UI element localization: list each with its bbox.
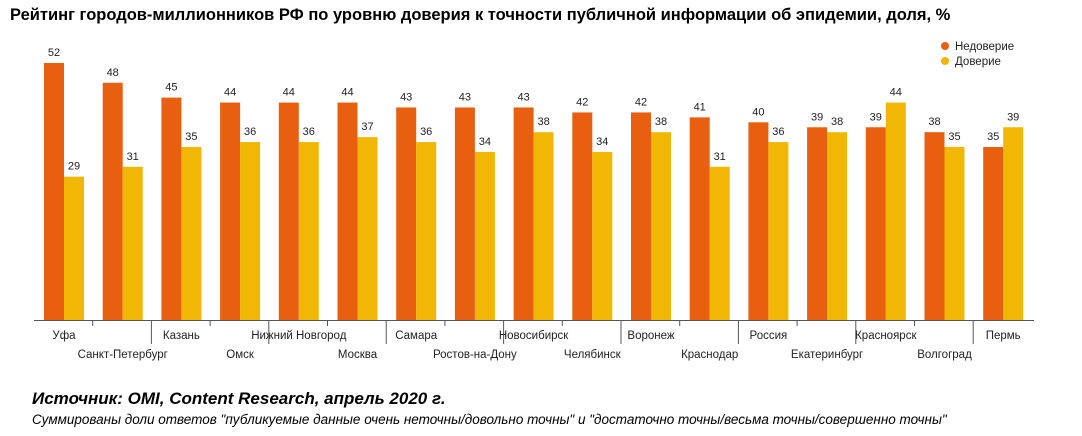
bar-distrust-3: [220, 102, 241, 321]
bar-trust-2: [181, 147, 202, 320]
bar-trust-12: [768, 142, 789, 320]
bar-distrust-13: [807, 127, 828, 320]
data-label-trust-9: 34: [596, 136, 608, 148]
data-label-distrust-8: 43: [517, 91, 529, 103]
data-label-trust-10: 38: [655, 116, 667, 128]
data-label-distrust-10: 42: [635, 96, 647, 108]
legend-label-0: Недоверие: [955, 41, 1014, 53]
data-label-trust-15: 35: [948, 131, 960, 143]
x-tick-label-2: Казань: [163, 330, 200, 342]
data-label-trust-14: 44: [890, 87, 902, 99]
bar-trust-15: [944, 147, 965, 320]
x-tick-label-13: Екатеринбург: [791, 349, 863, 361]
data-label-distrust-6: 43: [400, 91, 412, 103]
bar-chart: 52 29 48 31 45 35 44 36 44 36 44 37 43 36 43 34 43 38 42 34…: [34, 41, 1034, 361]
data-label-distrust-5: 44: [341, 87, 353, 99]
data-label-distrust-13: 39: [811, 111, 823, 123]
x-tick-label-11: Краснодар: [681, 349, 738, 361]
bar-distrust-10: [631, 112, 651, 320]
bar-distrust-0: [44, 63, 64, 320]
data-label-trust-1: 31: [127, 151, 139, 163]
bar-distrust-16: [983, 147, 1004, 320]
bar-trust-7: [474, 151, 495, 320]
data-label-distrust-2: 45: [165, 82, 177, 94]
x-tick-label-12: Россия: [750, 330, 788, 342]
data-label-distrust-0: 52: [48, 47, 60, 59]
x-tick-label-14: Красноярск: [855, 330, 917, 342]
bar-distrust-12: [748, 122, 769, 320]
bar-trust-13: [827, 132, 848, 320]
data-label-trust-16: 39: [1007, 111, 1019, 123]
bar-trust-3: [240, 142, 261, 320]
bar-trust-1: [122, 166, 143, 320]
bar-trust-8: [533, 132, 554, 320]
bar-trust-4: [298, 142, 319, 320]
data-label-distrust-1: 48: [107, 67, 119, 79]
data-label-distrust-11: 41: [694, 101, 706, 113]
data-label-distrust-14: 39: [870, 111, 882, 123]
legend-marker-0: [941, 42, 949, 50]
bar-distrust-7: [454, 107, 475, 320]
bar-trust-11: [709, 166, 730, 320]
data-label-distrust-16: 35: [987, 131, 999, 143]
bar-trust-10: [651, 132, 671, 320]
bars-group: [44, 63, 1024, 321]
data-label-trust-13: 38: [831, 116, 843, 128]
bar-distrust-15: [924, 132, 945, 320]
data-label-trust-3: 36: [244, 126, 256, 138]
x-tick-label-15: Волгоград: [917, 349, 972, 361]
bar-distrust-4: [278, 102, 299, 321]
x-tick-label-5: Москва: [338, 349, 378, 361]
data-label-distrust-4: 44: [283, 87, 295, 99]
data-label-trust-0: 29: [68, 161, 80, 173]
data-label-distrust-12: 40: [752, 106, 764, 118]
bar-distrust-8: [513, 107, 534, 320]
x-tick-label-1: Санкт-Петербург: [78, 349, 168, 361]
bar-distrust-11: [689, 117, 710, 320]
data-label-trust-11: 31: [714, 151, 726, 163]
x-tick-label-4: Нижний Новгород: [251, 330, 347, 342]
chart-title: Рейтинг городов-миллионников РФ по уровн…: [10, 6, 951, 24]
bar-trust-6: [416, 142, 437, 320]
data-label-trust-2: 35: [185, 131, 197, 143]
data-labels-group: 52 29 48 31 45 35 44 36 44 36 44 37 43 36 43 34 43 38 42 34…: [48, 47, 1019, 173]
x-tick-label-8: Новосибирск: [499, 330, 569, 342]
footnote-text: Суммированы доли ответов "публикуемые да…: [32, 412, 947, 427]
data-label-trust-8: 38: [537, 116, 549, 128]
x-tick-label-6: Самара: [395, 330, 438, 342]
data-label-distrust-3: 44: [224, 87, 236, 99]
legend: Недоверие Доверие: [941, 41, 1014, 68]
data-label-trust-5: 37: [361, 121, 373, 133]
data-label-trust-6: 36: [420, 126, 432, 138]
bar-distrust-6: [396, 107, 417, 320]
x-tick-label-9: Челябинск: [564, 349, 622, 361]
data-label-trust-7: 34: [479, 136, 491, 148]
data-label-distrust-7: 43: [459, 91, 471, 103]
x-tick-label-16: Пермь: [986, 330, 1021, 342]
legend-marker-1: [941, 57, 949, 65]
bar-trust-0: [64, 176, 84, 320]
data-label-trust-4: 36: [303, 126, 315, 138]
data-label-distrust-9: 42: [576, 96, 588, 108]
data-label-distrust-15: 38: [928, 116, 940, 128]
source-text: Источник: OMI, Content Research, апрель …: [32, 389, 446, 408]
x-tick-label-0: Уфа: [52, 330, 76, 342]
bar-distrust-1: [102, 82, 123, 321]
bar-distrust-9: [572, 112, 593, 320]
bar-trust-9: [592, 151, 613, 320]
x-tick-label-10: Воронеж: [627, 330, 674, 342]
legend-label-1: Доверие: [955, 56, 1001, 68]
bar-trust-16: [1003, 127, 1024, 320]
bar-trust-14: [885, 102, 906, 321]
data-label-trust-12: 36: [772, 126, 784, 138]
x-tick-label-7: Ростов-на-Дону: [433, 349, 517, 361]
bar-trust-5: [357, 137, 378, 320]
x-tick-label-3: Омск: [226, 349, 255, 361]
bar-distrust-2: [161, 97, 182, 320]
bar-distrust-14: [865, 127, 886, 320]
bar-distrust-5: [337, 102, 358, 321]
